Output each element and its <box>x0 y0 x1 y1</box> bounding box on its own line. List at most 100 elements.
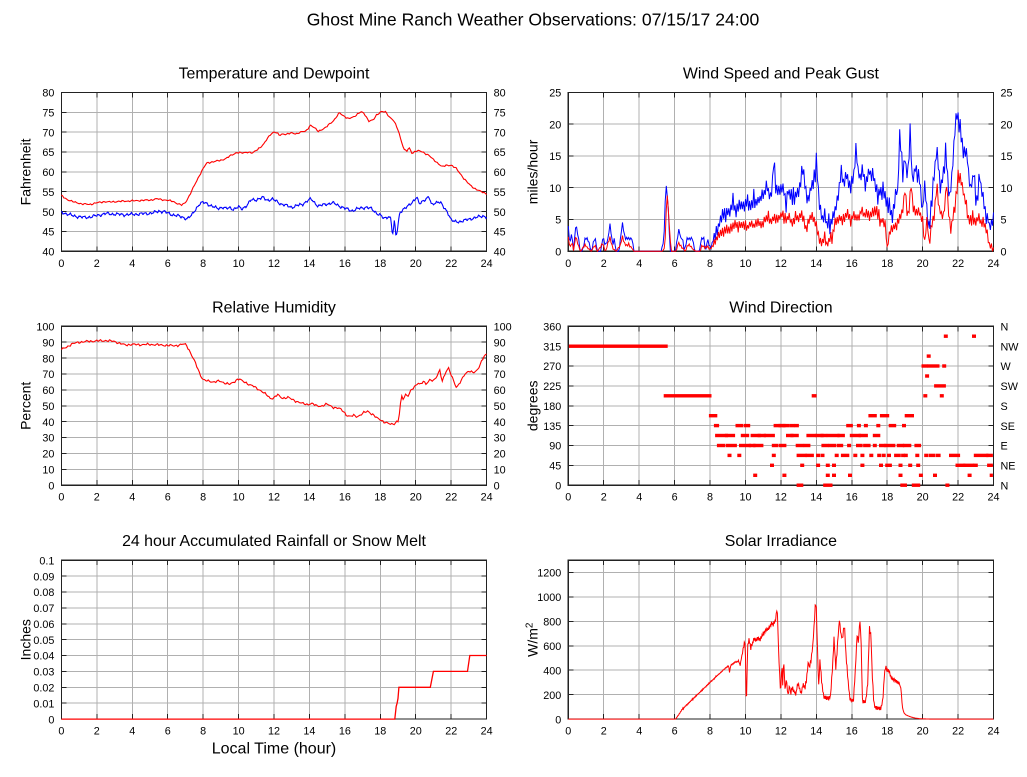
svg-text:6: 6 <box>672 726 678 738</box>
svg-text:50: 50 <box>42 207 54 219</box>
svg-text:8: 8 <box>707 492 713 504</box>
svg-text:4: 4 <box>636 258 642 270</box>
svg-text:50: 50 <box>494 401 506 413</box>
svg-text:8: 8 <box>707 258 713 270</box>
svg-text:1000: 1000 <box>537 592 561 604</box>
svg-text:16: 16 <box>846 258 858 270</box>
svg-text:18: 18 <box>881 492 893 504</box>
svg-text:degrees: degrees <box>524 381 540 432</box>
svg-text:2: 2 <box>601 258 607 270</box>
svg-text:5: 5 <box>555 215 561 227</box>
svg-text:Wind Direction: Wind Direction <box>729 299 832 316</box>
svg-text:70: 70 <box>494 127 506 139</box>
svg-text:80: 80 <box>494 88 506 100</box>
svg-text:18: 18 <box>374 258 386 270</box>
svg-text:2: 2 <box>601 726 607 738</box>
svg-text:Relative Humidity: Relative Humidity <box>212 299 336 316</box>
svg-text:10: 10 <box>739 492 751 504</box>
svg-text:18: 18 <box>374 492 386 504</box>
svg-text:24: 24 <box>987 258 999 270</box>
svg-text:30: 30 <box>494 433 506 445</box>
svg-text:12: 12 <box>775 258 787 270</box>
svg-text:20: 20 <box>917 258 929 270</box>
svg-text:75: 75 <box>494 108 506 120</box>
svg-text:S: S <box>1001 401 1008 413</box>
svg-text:14: 14 <box>810 258 822 270</box>
svg-text:800: 800 <box>543 617 561 629</box>
svg-text:60: 60 <box>42 167 54 179</box>
svg-text:Fahrenheit: Fahrenheit <box>17 138 33 205</box>
svg-text:4: 4 <box>129 726 135 738</box>
svg-text:20: 20 <box>410 726 422 738</box>
svg-text:6: 6 <box>672 492 678 504</box>
svg-text:12: 12 <box>268 492 280 504</box>
svg-text:0: 0 <box>555 480 561 492</box>
svg-text:0.05: 0.05 <box>33 635 54 647</box>
svg-text:90: 90 <box>42 337 54 349</box>
svg-text:12: 12 <box>775 492 787 504</box>
svg-text:0: 0 <box>555 714 561 726</box>
svg-text:80: 80 <box>42 88 54 100</box>
svg-text:8: 8 <box>200 726 206 738</box>
svg-text:0: 0 <box>565 492 571 504</box>
svg-text:10: 10 <box>233 492 245 504</box>
svg-text:80: 80 <box>42 353 54 365</box>
svg-text:200: 200 <box>543 690 561 702</box>
svg-text:14: 14 <box>810 492 822 504</box>
svg-text:10: 10 <box>494 465 506 477</box>
svg-text:70: 70 <box>494 369 506 381</box>
svg-text:90: 90 <box>494 337 506 349</box>
svg-text:360: 360 <box>543 322 561 334</box>
svg-text:135: 135 <box>543 421 561 433</box>
svg-text:600: 600 <box>543 641 561 653</box>
svg-text:0: 0 <box>565 258 571 270</box>
svg-text:315: 315 <box>543 341 561 353</box>
svg-text:Temperature and Dewpoint: Temperature and Dewpoint <box>179 65 370 82</box>
svg-text:12: 12 <box>775 726 787 738</box>
svg-text:0.03: 0.03 <box>33 667 54 679</box>
svg-text:0.04: 0.04 <box>33 651 54 663</box>
svg-text:15: 15 <box>1001 151 1013 163</box>
svg-text:50: 50 <box>494 207 506 219</box>
svg-text:W: W <box>1001 361 1012 373</box>
svg-text:18: 18 <box>881 258 893 270</box>
svg-text:60: 60 <box>494 167 506 179</box>
svg-text:0: 0 <box>565 726 571 738</box>
svg-text:0: 0 <box>494 480 500 492</box>
svg-text:14: 14 <box>303 726 315 738</box>
svg-text:20: 20 <box>1001 119 1013 131</box>
svg-text:70: 70 <box>42 127 54 139</box>
svg-text:20: 20 <box>410 258 422 270</box>
svg-text:80: 80 <box>494 353 506 365</box>
svg-text:24: 24 <box>987 492 999 504</box>
svg-text:16: 16 <box>846 726 858 738</box>
svg-text:N: N <box>1001 322 1009 334</box>
svg-text:45: 45 <box>549 461 561 473</box>
svg-text:10: 10 <box>233 258 245 270</box>
svg-text:Wind Speed and Peak Gust: Wind Speed and Peak Gust <box>683 65 880 82</box>
svg-text:24: 24 <box>481 726 493 738</box>
svg-text:0: 0 <box>58 258 64 270</box>
svg-text:14: 14 <box>303 258 315 270</box>
svg-text:24: 24 <box>481 258 493 270</box>
svg-text:18: 18 <box>374 726 386 738</box>
svg-text:70: 70 <box>42 369 54 381</box>
svg-text:20: 20 <box>410 492 422 504</box>
svg-text:65: 65 <box>42 147 54 159</box>
svg-text:100: 100 <box>36 322 54 334</box>
svg-text:Percent: Percent <box>17 382 33 430</box>
svg-text:10: 10 <box>739 258 751 270</box>
svg-text:18: 18 <box>881 726 893 738</box>
svg-text:30: 30 <box>42 433 54 445</box>
svg-text:40: 40 <box>42 247 54 259</box>
svg-text:0: 0 <box>1001 247 1007 259</box>
svg-text:0.01: 0.01 <box>33 698 54 710</box>
svg-text:24 hour Accumulated Rainfall o: 24 hour Accumulated Rainfall or Snow Mel… <box>122 533 426 550</box>
svg-text:14: 14 <box>810 726 822 738</box>
svg-text:E: E <box>1001 441 1008 453</box>
svg-text:W/m2: W/m2 <box>524 622 541 657</box>
svg-text:2: 2 <box>94 492 100 504</box>
svg-text:25: 25 <box>1001 88 1013 100</box>
svg-text:15: 15 <box>549 151 561 163</box>
svg-text:16: 16 <box>339 258 351 270</box>
